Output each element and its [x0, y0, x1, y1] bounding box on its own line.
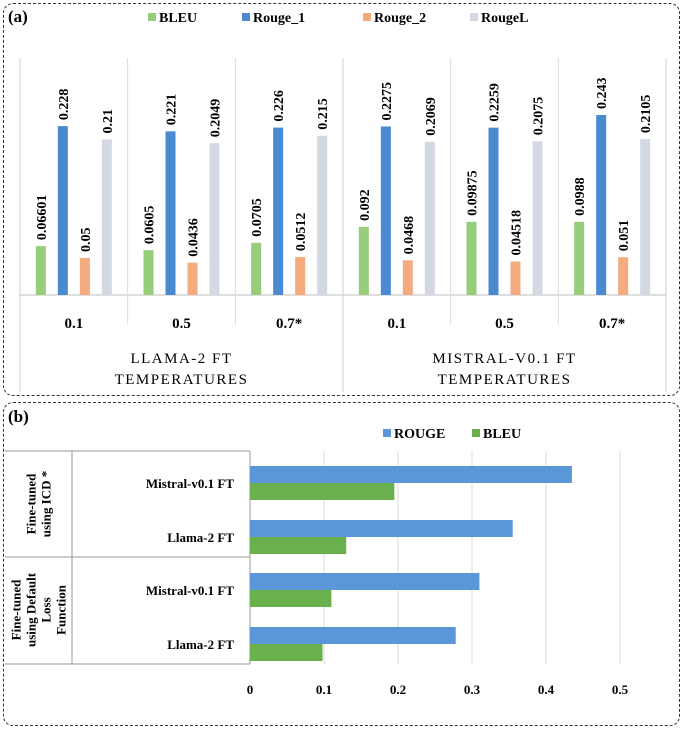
- hbar-rouge: [250, 573, 480, 590]
- bar-bleu: [574, 221, 585, 295]
- panel-a: [3, 3, 680, 396]
- bar-rouge_2: [618, 257, 629, 295]
- bar-rouge_1: [488, 127, 499, 296]
- group-label-line: using Default: [24, 572, 39, 647]
- x-tick-label: 0: [247, 682, 254, 697]
- hbar-rouge: [250, 627, 456, 644]
- bar-rougel: [317, 135, 328, 295]
- group-label-line: Function: [54, 584, 69, 635]
- category-label: 0.1: [64, 316, 83, 332]
- group-label-line: using ICD *: [39, 471, 54, 537]
- legend-label-bleu: BLEU: [483, 427, 521, 442]
- value-label-rougel: 0.215: [316, 98, 331, 130]
- bar-bleu: [358, 226, 369, 295]
- bar-rouge_1: [380, 126, 391, 296]
- group-label-line2: TEMPERATURES: [115, 372, 249, 388]
- value-label-rouge_2: 0.051: [617, 220, 632, 252]
- category-label: 0.1: [387, 316, 406, 332]
- hbar-rouge: [250, 520, 513, 537]
- hbar-bleu: [250, 644, 323, 661]
- bar-rouge_2: [79, 257, 90, 295]
- legend-label-rouge_1: Rouge_1: [253, 11, 305, 26]
- bar-rouge_2: [187, 262, 198, 295]
- hbar-bleu: [250, 590, 332, 607]
- category-label: 0.5: [172, 316, 191, 332]
- category-label: 0.7*: [599, 316, 625, 332]
- value-label-bleu: 0.06601: [35, 195, 50, 241]
- x-tick-label: 0.2: [390, 682, 406, 697]
- panel-b: [3, 402, 680, 726]
- value-label-rouge_2: 0.0468: [402, 216, 417, 255]
- hbar-bleu: [250, 483, 395, 500]
- value-label-rouge_1: 0.2275: [380, 82, 395, 121]
- value-label-rougel: 0.2105: [639, 95, 654, 134]
- bar-rougel: [209, 143, 220, 295]
- hbar-rouge: [250, 466, 572, 483]
- value-label-rouge_1: 0.228: [57, 89, 72, 121]
- value-label-rougel: 0.21: [101, 109, 116, 134]
- bar-bleu: [143, 250, 154, 295]
- group-label-line: Fine-tuned: [24, 473, 39, 534]
- category-label: Mistral-v0.1 FT: [146, 583, 234, 598]
- group-label-line1: MISTRAL-V0.1 FT: [432, 351, 576, 367]
- bar-bleu: [251, 242, 262, 295]
- category-label: Mistral-v0.1 FT: [146, 476, 234, 491]
- bar-bleu: [466, 221, 477, 295]
- bar-rougel: [640, 139, 651, 295]
- category-label: Llama-2 FT: [167, 530, 234, 545]
- panel-b-label: (b): [8, 407, 29, 426]
- bar-rouge_2: [510, 261, 521, 295]
- bar-rougel: [101, 139, 112, 295]
- value-label-rouge_1: 0.221: [165, 94, 180, 126]
- group-label-line: Loss: [39, 597, 54, 622]
- group-label-line2: TEMPERATURES: [438, 372, 572, 388]
- x-tick-label: 0.3: [464, 682, 481, 697]
- bar-rouge_2: [402, 260, 413, 295]
- value-label-rouge_1: 0.226: [272, 90, 287, 122]
- x-tick-label: 0.1: [316, 682, 332, 697]
- bar-rouge_1: [165, 131, 176, 295]
- legend-swatch-rougel: [470, 13, 478, 21]
- category-label: 0.5: [495, 316, 514, 332]
- legend-swatch-bleu: [472, 429, 480, 437]
- value-label-bleu: 0.09875: [466, 170, 481, 216]
- value-label-rouge_2: 0.0436: [187, 218, 202, 257]
- legend-swatch-bleu: [148, 13, 156, 21]
- bar-rouge_1: [596, 115, 607, 295]
- value-label-rouge_2: 0.04518: [510, 210, 525, 256]
- value-label-bleu: 0.0605: [143, 206, 158, 245]
- value-label-rouge_2: 0.05: [79, 227, 94, 252]
- value-label-rouge_2: 0.0512: [294, 213, 309, 252]
- legend-label-bleu: BLEU: [159, 11, 197, 26]
- x-tick-label: 0.5: [612, 682, 629, 697]
- bar-rougel: [424, 141, 435, 295]
- group-label-line1: LLAMA-2 FT: [130, 351, 232, 367]
- category-label: Llama-2 FT: [167, 637, 234, 652]
- value-label-rouge_1: 0.2259: [488, 83, 503, 122]
- panel-a-label: (a): [8, 7, 28, 26]
- bar-rouge_1: [57, 126, 68, 295]
- x-tick-label: 0.4: [538, 682, 555, 697]
- value-label-rougel: 0.2069: [424, 97, 439, 136]
- value-label-bleu: 0.092: [358, 189, 373, 221]
- value-label-bleu: 0.0705: [250, 198, 265, 237]
- legend-label-rougel: RougeL: [481, 11, 528, 26]
- bar-rouge_1: [273, 127, 284, 295]
- legend-label-rouge: ROUGE: [394, 427, 445, 442]
- category-label: 0.7*: [276, 316, 302, 332]
- value-label-rougel: 0.2049: [209, 99, 224, 138]
- hbar-bleu: [250, 537, 347, 554]
- legend-swatch-rouge_1: [242, 13, 250, 21]
- legend-label-rouge_2: Rouge_2: [374, 11, 426, 26]
- value-label-rouge_1: 0.243: [595, 78, 610, 110]
- value-label-rougel: 0.2075: [532, 97, 547, 136]
- value-label-bleu: 0.0988: [573, 177, 588, 216]
- bar-rouge_2: [295, 257, 306, 295]
- bar-bleu: [35, 246, 46, 295]
- bar-rougel: [532, 141, 543, 295]
- legend-swatch-rouge_2: [363, 13, 371, 21]
- legend-swatch-rouge: [383, 429, 391, 437]
- group-label-line: Fine-tuned: [9, 579, 24, 640]
